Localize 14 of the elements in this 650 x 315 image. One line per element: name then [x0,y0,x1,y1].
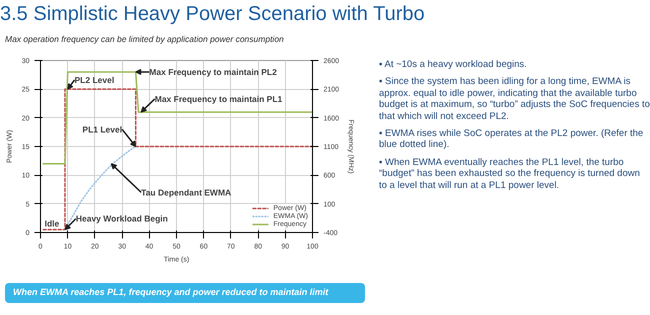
chart-title: 3.5 Simplistic Heavy Power Scenario with Turbo [0,2,425,27]
annotation: PL2 Level [74,74,114,85]
annotation: Max Frequency to maintain PL1 [154,94,283,104]
annotation: Heavy Workload Begin [76,214,168,224]
annotation: Max Frequency to maintain PL2 [149,66,278,77]
text: ▪ When EWMA eventually reaches the PL1 level, the turbo “budget” has been exhausted so the frequency is turned down to a level that will run at a PL1 power level. [379,156,641,191]
text: ▪ EWMA rises while SoC operates at the PL2 power. (Refer the blue dotted line). [379,128,644,151]
annotation: Idle [44,218,60,228]
annotation: Tau Dependant EWMA [141,187,232,198]
annotation: PL1 Level [82,124,122,134]
chart-subtitle: Max operation frequency can be limited by application power consumption [5,33,284,46]
text: When EWMA reaches PL1, frequency and power reduced to maintain limit [13,286,328,299]
text: ▪ At ~10s a heavy workload begins. [379,59,528,70]
text: ▪ Since the system has been idling for a long time, EWMA is approx. equal to idle power, indicating that the available turbo budget is at maximum, so “turbo” adjusts the SoC frequencies to that which will not exceed PL2. [379,76,650,122]
